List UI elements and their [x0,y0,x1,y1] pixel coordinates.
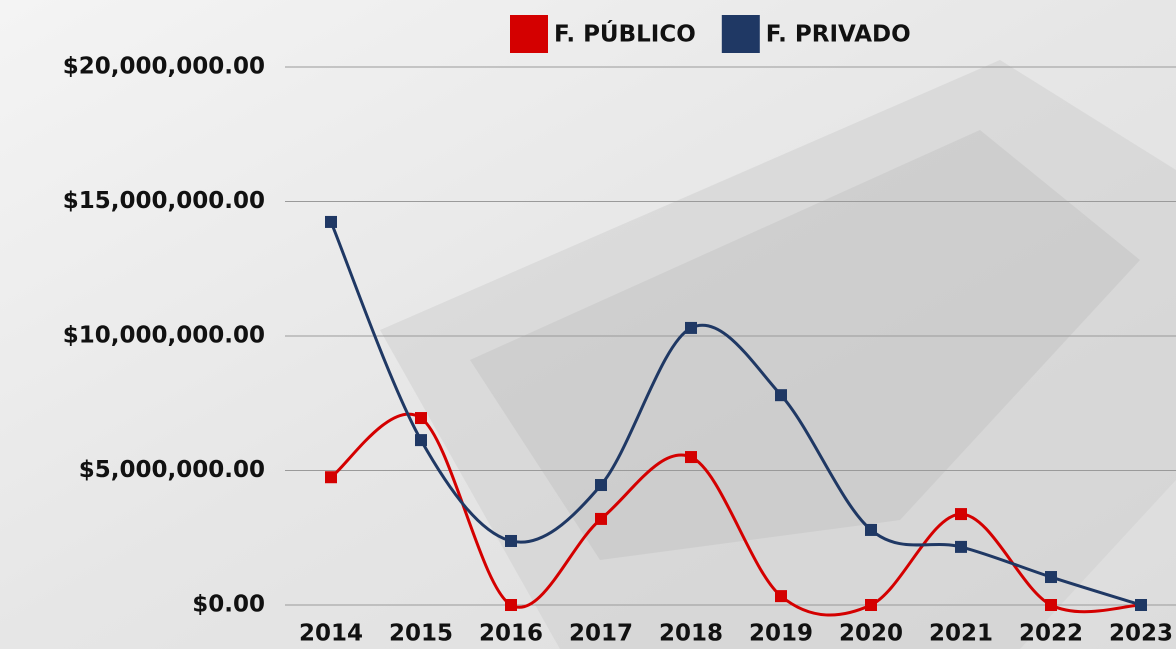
x-tick-label: 2021 [929,621,993,647]
data-point [955,540,967,553]
data-point [325,471,337,484]
data-point [1045,599,1057,611]
legend: F. PÚBLICO F. PRIVADO [510,15,911,53]
x-tick-label: 2023 [1109,621,1173,647]
x-tick-label: 2018 [659,621,723,647]
y-tick-label: $5,000,000.00 [79,457,265,483]
data-point [325,215,337,228]
data-point [685,451,697,464]
x-tick-label: 2017 [569,621,633,647]
data-point [505,534,517,547]
x-tick-label: 2022 [1019,621,1083,647]
background-shape [470,130,1140,560]
background-shape [380,60,1176,649]
y-tick-label: $20,000,000.00 [63,54,265,80]
y-tick-label: $10,000,000.00 [63,323,265,349]
x-tick-label: 2016 [479,621,543,647]
data-point [595,512,607,525]
x-tick-label: 2015 [389,621,453,647]
data-point [955,508,967,521]
data-point [505,599,517,611]
data-point [865,599,877,611]
legend-swatch [721,15,760,53]
data-point [775,590,787,603]
x-tick-label: 2019 [749,621,813,647]
data-point [415,412,427,425]
data-point [1045,571,1057,584]
legend-label: F. PRIVADO [766,22,911,48]
data-point [865,523,877,536]
legend-swatch [510,15,548,53]
data-point [595,479,607,492]
data-point [1135,599,1147,611]
data-point [685,321,697,334]
data-point [775,389,787,402]
x-tick-label: 2014 [299,621,363,647]
legend-label: F. PÚBLICO [554,20,696,48]
x-tick-label: 2020 [839,621,903,647]
y-tick-label: $15,000,000.00 [63,188,265,214]
series-line [329,221,1142,607]
data-point [415,434,427,447]
y-tick-label: $0.00 [192,592,265,618]
